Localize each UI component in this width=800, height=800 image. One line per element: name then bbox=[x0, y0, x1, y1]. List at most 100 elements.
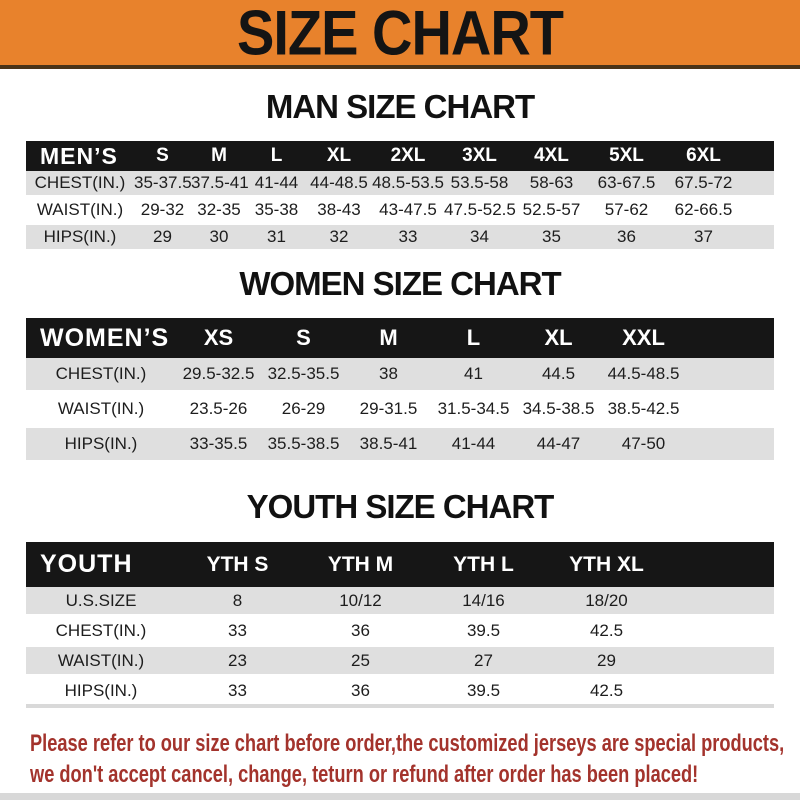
cell: 10/12 bbox=[299, 587, 422, 617]
youth-section-heading: YOUTH SIZE CHART bbox=[246, 488, 555, 525]
cell: 38.5-42.5 bbox=[601, 391, 686, 428]
cell: 58-63 bbox=[515, 171, 588, 198]
disclaimer-note: Please refer to our size chart before or… bbox=[30, 728, 800, 790]
youth-col-header: YTH M bbox=[299, 542, 422, 587]
row-label: CHEST(IN.) bbox=[26, 358, 176, 393]
cell: 41-44 bbox=[247, 171, 306, 198]
row-label: CHEST(IN.) bbox=[26, 615, 176, 647]
cell: 57-62 bbox=[588, 196, 665, 225]
cell: 47-50 bbox=[601, 426, 686, 463]
youth-table-corner-label: YOUTH bbox=[26, 542, 176, 587]
cell: 29-31.5 bbox=[346, 391, 431, 428]
men-col-header: 6XL bbox=[665, 141, 742, 171]
row-label: U.S.SIZE bbox=[26, 587, 176, 617]
cell: 35-37.5 bbox=[134, 171, 192, 198]
cell: 41 bbox=[431, 358, 516, 393]
cell: 32.5-35.5 bbox=[261, 358, 346, 393]
header-filler bbox=[686, 318, 774, 358]
women-col-header: M bbox=[346, 318, 431, 358]
men-chest-row: CHEST(IN.) 35-37.5 37.5-41 41-44 44-48.5… bbox=[26, 171, 774, 198]
women-section-heading: WOMEN SIZE CHART bbox=[239, 265, 561, 302]
cell-filler bbox=[742, 223, 774, 252]
men-col-header: S bbox=[134, 141, 191, 171]
women-hips-row: HIPS(IN.) 33-35.5 35.5-38.5 38.5-41 41-4… bbox=[26, 426, 774, 463]
cell: 36 bbox=[588, 223, 665, 252]
cell: 30 bbox=[191, 223, 247, 252]
header-filler bbox=[742, 141, 774, 171]
cell: 62-66.5 bbox=[665, 196, 742, 225]
men-col-header: 3XL bbox=[444, 141, 515, 171]
bottom-divider bbox=[0, 793, 800, 800]
youth-waist-row: WAIST(IN.) 23 25 27 29 bbox=[26, 645, 774, 677]
youth-chest-row: CHEST(IN.) 33 36 39.5 42.5 bbox=[26, 615, 774, 647]
cell: 35 bbox=[515, 223, 588, 252]
cell-filler bbox=[742, 196, 774, 225]
women-col-header: XXL bbox=[601, 318, 686, 358]
cell: 44.5 bbox=[516, 358, 601, 393]
cell: 29 bbox=[134, 223, 191, 252]
section-men: MAN SIZE CHART MEN’S S M L XL 2XL 3XL 4X… bbox=[0, 89, 800, 252]
cell: 41-44 bbox=[431, 426, 516, 463]
cell: 48.5-53.5 bbox=[372, 171, 444, 198]
men-col-header: 5XL bbox=[588, 141, 665, 171]
cell: 32 bbox=[306, 223, 372, 252]
cell: 37.5-41 bbox=[191, 171, 249, 198]
cell: 33 bbox=[176, 675, 299, 708]
youth-hips-row: HIPS(IN.) 33 36 39.5 42.5 bbox=[26, 675, 774, 708]
cell: 38.5-41 bbox=[346, 426, 431, 463]
cell: 38-43 bbox=[306, 196, 372, 225]
cell: 26-29 bbox=[261, 391, 346, 428]
cell: 25 bbox=[299, 645, 422, 677]
cell: 35-38 bbox=[247, 196, 306, 225]
women-col-header: XL bbox=[516, 318, 601, 358]
men-header-row: MEN’S S M L XL 2XL 3XL 4XL 5XL 6XL bbox=[26, 141, 774, 171]
cell: 63-67.5 bbox=[588, 171, 665, 198]
cell: 8 bbox=[176, 587, 299, 617]
men-hips-row: HIPS(IN.) 29 30 31 32 33 34 35 36 37 bbox=[26, 223, 774, 252]
cell: 53.5-58 bbox=[444, 171, 515, 198]
men-col-header: L bbox=[247, 141, 306, 171]
cell: 47.5-52.5 bbox=[444, 196, 516, 225]
cell: 18/20 bbox=[545, 587, 668, 617]
cell: 29.5-32.5 bbox=[176, 358, 261, 393]
women-col-header: L bbox=[431, 318, 516, 358]
cell: 43-47.5 bbox=[372, 196, 444, 225]
youth-size-table: YOUTH YTH S YTH M YTH L YTH XL U.S.SIZE … bbox=[26, 542, 774, 708]
cell: 36 bbox=[299, 675, 422, 708]
cell: 44.5-48.5 bbox=[601, 358, 686, 393]
banner: SIZE CHART bbox=[0, 0, 800, 69]
cell: 32-35 bbox=[191, 196, 247, 225]
cell-filler bbox=[686, 426, 774, 463]
women-size-table: WOMEN’S XS S M L XL XXL CHEST(IN.) 29.5-… bbox=[26, 318, 774, 463]
men-section-heading: MAN SIZE CHART bbox=[265, 88, 535, 125]
row-label: HIPS(IN.) bbox=[26, 675, 176, 708]
men-col-header: 4XL bbox=[515, 141, 588, 171]
cell: 42.5 bbox=[545, 615, 668, 647]
cell: 34.5-38.5 bbox=[516, 391, 601, 428]
cell: 27 bbox=[422, 645, 545, 677]
cell-filler bbox=[668, 675, 774, 708]
cell: 39.5 bbox=[422, 675, 545, 708]
disclaimer-line-1: Please refer to our size chart before or… bbox=[30, 730, 785, 757]
cell: 38 bbox=[346, 358, 431, 393]
section-women: WOMEN SIZE CHART WOMEN’S XS S M L XL XXL bbox=[0, 266, 800, 463]
youth-col-header: YTH S bbox=[176, 542, 299, 587]
cell: 29 bbox=[545, 645, 668, 677]
row-label: WAIST(IN.) bbox=[26, 391, 176, 428]
women-header-row: WOMEN’S XS S M L XL XXL bbox=[26, 318, 774, 358]
cell-filler bbox=[686, 358, 774, 393]
cell: 33-35.5 bbox=[176, 426, 261, 463]
cell: 36 bbox=[299, 615, 422, 647]
cell: 23 bbox=[176, 645, 299, 677]
men-col-header: XL bbox=[306, 141, 372, 171]
cell: 42.5 bbox=[545, 675, 668, 708]
cell-filler bbox=[668, 587, 774, 617]
women-chest-row: CHEST(IN.) 29.5-32.5 32.5-35.5 38 41 44.… bbox=[26, 358, 774, 393]
cell: 35.5-38.5 bbox=[261, 426, 346, 463]
youth-col-header: YTH L bbox=[422, 542, 545, 587]
cell: 33 bbox=[372, 223, 444, 252]
men-size-table: MEN’S S M L XL 2XL 3XL 4XL 5XL 6XL CHEST… bbox=[26, 141, 774, 252]
cell: 34 bbox=[444, 223, 515, 252]
cell: 31.5-34.5 bbox=[431, 391, 516, 428]
cell-filler bbox=[668, 615, 774, 647]
